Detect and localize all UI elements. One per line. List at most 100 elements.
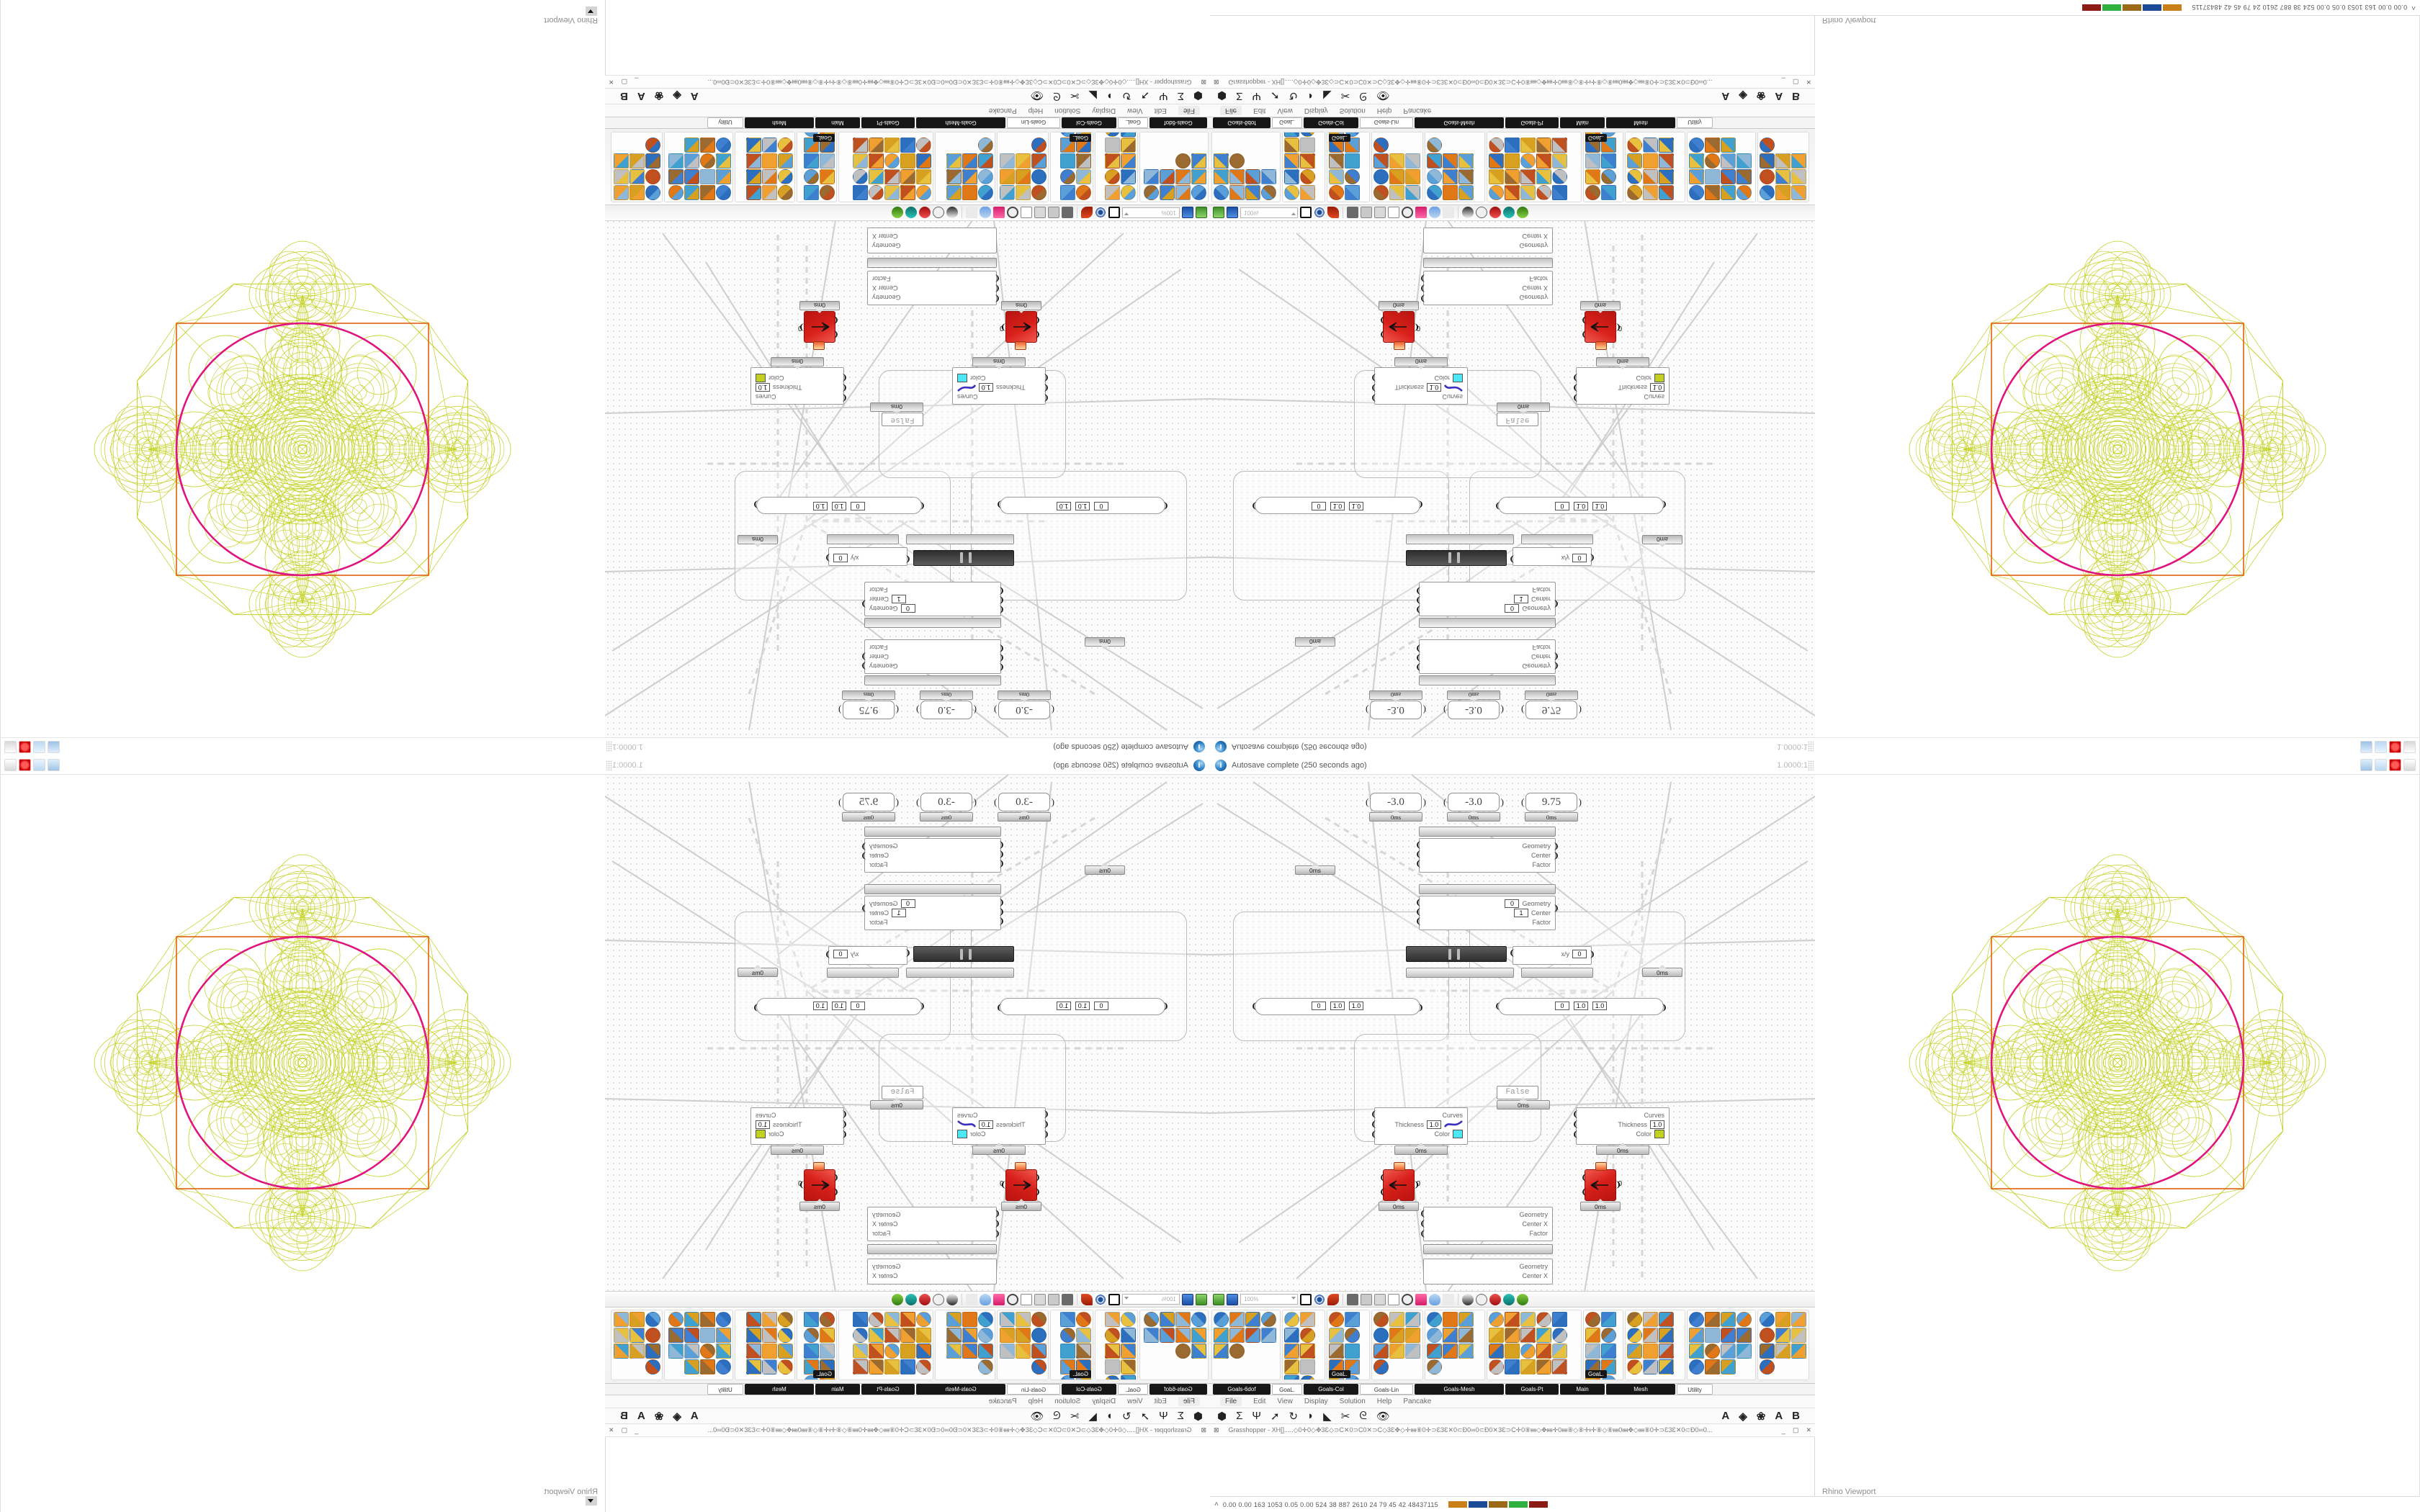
component-bar[interactable] [864, 827, 1001, 837]
input-port[interactable]: ❨ [841, 373, 848, 382]
thickness-value[interactable]: 1.0 [1650, 383, 1664, 392]
input-port[interactable]: ❨ [1379, 315, 1386, 324]
ribbon-component-icon[interactable] [668, 1328, 684, 1343]
number-panel[interactable]: ( -3.0 ) 0ms [1366, 690, 1426, 719]
output-port[interactable]: ❩ [825, 553, 832, 562]
value-box[interactable]: 0 [851, 1001, 865, 1010]
ribbon-component-icon[interactable] [1144, 185, 1159, 200]
ribbon-component-icon[interactable] [1775, 153, 1791, 168]
ribbon-component-icon[interactable] [746, 1328, 761, 1343]
ribbon-tab-goals-lin[interactable]: Goals-Lin [1360, 117, 1413, 128]
gh-tool-◈[interactable]: ◈ [1739, 1410, 1747, 1423]
value-box[interactable]: 1.0 [1075, 502, 1090, 511]
gha-icon[interactable] [1048, 207, 1059, 219]
ribbon-component-icon[interactable] [1245, 169, 1260, 184]
ribbon-component-icon[interactable] [1427, 185, 1442, 200]
solver-toggle-icon[interactable] [1015, 341, 1026, 350]
menu-item-pancake[interactable]: Pancake [988, 107, 1017, 114]
ribbon-component-icon[interactable] [700, 1344, 715, 1359]
ribbon-component-icon[interactable] [1076, 169, 1091, 184]
panel-in-port[interactable]: ( [1366, 796, 1369, 807]
value-box[interactable]: 1.0 [1330, 502, 1345, 511]
input-port[interactable]: ❨ [832, 1188, 839, 1197]
ribbon-component-icon[interactable] [1300, 1375, 1315, 1380]
component-bar[interactable] [864, 618, 1001, 628]
widget-green-icon[interactable] [892, 1293, 903, 1305]
transform-component-2[interactable]: Geometry Center X [1423, 228, 1553, 253]
ribbon-component-icon[interactable] [1520, 169, 1536, 184]
ribbon-component-icon[interactable] [1775, 1344, 1791, 1359]
ribbon-component-icon[interactable] [962, 1312, 977, 1327]
ribbon-component-icon[interactable] [1601, 153, 1616, 168]
value-box[interactable]: 0 [1555, 1001, 1569, 1010]
record-icon[interactable] [2389, 741, 2401, 753]
ribbon-tab-main[interactable]: Main [815, 1384, 860, 1395]
ribbon-component-icon[interactable] [1689, 185, 1704, 200]
value-box[interactable]: 0 [851, 502, 865, 511]
gh-tool-B[interactable]: B [1792, 1410, 1800, 1422]
ribbon-component-icon[interactable] [1284, 132, 1299, 137]
ribbon-component-icon[interactable] [1345, 1344, 1360, 1359]
ribbon-component-icon[interactable] [629, 1328, 645, 1343]
value-box[interactable]: 0 [1555, 502, 1569, 511]
fit-view-icon[interactable] [1108, 1293, 1120, 1305]
system-menu-icon[interactable]: ⊠ [1214, 78, 1219, 86]
number-panel[interactable]: ( 9.75 ) 0ms [1521, 793, 1582, 822]
ribbon-component-icon[interactable] [1443, 1344, 1458, 1359]
input-port[interactable]: ❨ [1251, 1002, 1258, 1011]
output-port[interactable]: ❩ [1615, 323, 1622, 331]
ribbon-component-icon[interactable] [978, 153, 993, 168]
preview-off-icon[interactable] [1489, 207, 1501, 219]
fit-view-icon[interactable] [1108, 207, 1120, 219]
gh-tool-👁[interactable]: 👁 [1030, 89, 1044, 102]
ribbon-tab-main[interactable]: Main [1560, 117, 1605, 128]
ribbon-component-icon[interactable] [869, 153, 884, 168]
gh-tool-⬢[interactable]: ⬢ [1193, 89, 1203, 102]
component-bar[interactable] [1406, 968, 1514, 978]
ribbon-component-icon[interactable] [916, 169, 931, 184]
ribbon-group[interactable]: GoaL. [1583, 1310, 1623, 1380]
ribbon-component-icon[interactable] [629, 1312, 645, 1327]
ribbon-component-icon[interactable] [684, 153, 699, 168]
ribbon-group[interactable] [1757, 132, 1809, 202]
ribbon-group[interactable]: GoaL. [1327, 1310, 1370, 1380]
ribbon-component-icon[interactable] [762, 153, 777, 168]
value-box[interactable]: 0 [833, 554, 848, 563]
thickness-value[interactable]: 1.0 [756, 383, 770, 392]
ribbon-component-icon[interactable] [629, 169, 645, 184]
ribbon-component-icon[interactable] [614, 1312, 629, 1327]
output-port[interactable]: ❩ [1417, 1003, 1424, 1012]
ribbon-component-icon[interactable] [1000, 1344, 1015, 1359]
ribbon-component-icon[interactable] [700, 138, 715, 153]
save-file-icon[interactable] [1182, 207, 1193, 219]
input-port[interactable]: ❨ [1581, 1174, 1588, 1182]
ribbon-component-icon[interactable] [1373, 1312, 1389, 1327]
ribbon-component-icon[interactable] [1585, 169, 1600, 184]
menu-item-view[interactable]: View [1127, 107, 1143, 114]
custom-preview-right[interactable]: Curves Thickness 1.0 Color ❨ ❨ ❨ 0ms [1572, 357, 1670, 405]
ribbon-component-icon[interactable] [900, 1312, 915, 1327]
copy-pages-icon[interactable] [33, 759, 45, 771]
input-port[interactable]: ❨ [1034, 315, 1041, 324]
value-box[interactable]: 1.0 [832, 502, 846, 511]
grasshopper-menubar[interactable]: File Edit View Display Solution Help Pancake [1210, 1395, 1815, 1408]
ribbon-component-icon[interactable] [1076, 185, 1091, 200]
viewport-tab-row[interactable]: Rhino Viewport [0, 6, 605, 24]
menu-item-file[interactable]: File [1220, 1397, 1242, 1406]
preview-eye-icon[interactable] [1095, 207, 1106, 219]
ribbon-group[interactable] [1757, 1310, 1809, 1380]
calculator-icon[interactable] [48, 759, 60, 771]
ribbon-component-icon[interactable] [1229, 1328, 1245, 1343]
gh-tool-◣[interactable]: ◣ [1323, 89, 1332, 102]
ribbon-component-icon[interactable] [1016, 1344, 1031, 1359]
slider-thumb[interactable] [1457, 552, 1460, 563]
gh-tool-➚[interactable]: ➚ [1140, 1410, 1150, 1423]
menu-item-view[interactable]: View [1277, 1398, 1293, 1405]
ribbon-component-icon[interactable] [978, 1344, 993, 1359]
ribbon-component-icon[interactable] [1121, 132, 1136, 137]
ribbon-component-icon[interactable] [684, 138, 699, 153]
ribbon-component-icon[interactable] [1791, 169, 1806, 184]
ribbon-component-icon[interactable] [1705, 138, 1720, 153]
ribbon-component-icon[interactable] [869, 138, 884, 153]
solver-toggle-icon[interactable] [1595, 1162, 1607, 1171]
